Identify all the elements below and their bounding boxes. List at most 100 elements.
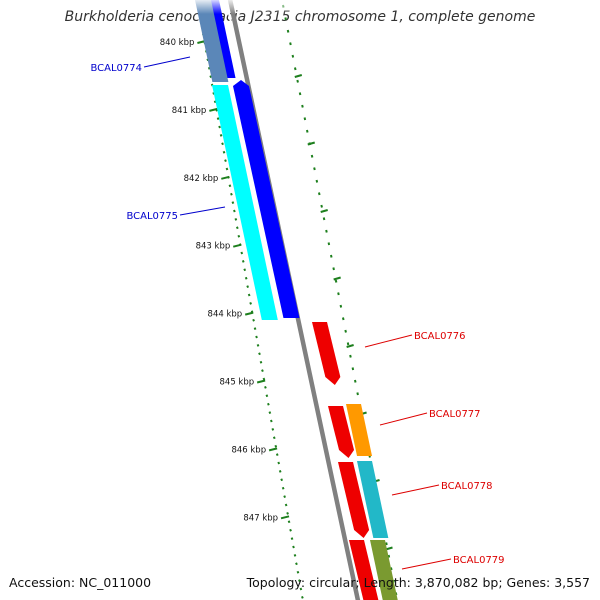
scale-dot-outer [339, 304, 343, 308]
scale-dot [281, 486, 285, 490]
scale-dot-outer [349, 354, 352, 358]
scale-dot [243, 268, 247, 272]
scale-dot [234, 218, 238, 221]
scale-dot [268, 411, 272, 414]
scale-dot-outer [387, 554, 391, 558]
scale-dot [271, 428, 275, 431]
outer-major-tick [333, 276, 341, 281]
scale-dot [218, 125, 221, 129]
major-tick [221, 175, 230, 180]
scale-dot [233, 209, 236, 213]
scale-dot-outer [356, 392, 359, 396]
scale-dot [237, 234, 241, 238]
scale-dot-outer [298, 92, 302, 96]
scale-dot-outer [344, 329, 347, 333]
scale-dot [207, 66, 211, 70]
scale-dot [272, 436, 276, 440]
major-tick [244, 311, 254, 316]
scale-dot [209, 75, 213, 78]
scale-dot-outer [313, 167, 316, 171]
scale-dot-outer [310, 154, 314, 158]
scale-dot [261, 369, 264, 372]
gene-label-BCAL0775: BCAL0775 [126, 211, 178, 222]
major-tick [280, 515, 290, 520]
scale-dot-outer [303, 117, 307, 121]
scale-dot-outer [289, 42, 292, 46]
scale-dot [235, 226, 239, 230]
scale-dot-outer [315, 179, 319, 183]
scale-dot-outer [385, 542, 388, 546]
leader-line [364, 334, 413, 348]
scale-dot-outer [301, 104, 304, 108]
scale-dot-outer [286, 29, 290, 33]
scale-dot [225, 167, 229, 171]
cog-BCAL0775 [212, 85, 278, 320]
scale-dot [287, 520, 291, 524]
scale-dot [253, 327, 257, 330]
scale-dot-outer [346, 342, 350, 346]
scale-dot-outer [293, 67, 297, 71]
scale-dot-outer [327, 242, 331, 246]
major-tick [256, 379, 266, 384]
outer-major-tick [307, 141, 316, 146]
scale-ticks-layer: 840 kbp 841 kbp 842 kbp 843 kbp 844 kbp 845 k… [160, 38, 290, 523]
scale-dot-outer [325, 229, 328, 233]
scale-dot [231, 201, 235, 204]
scale-dot [290, 537, 294, 540]
gene-labels-layer: BCAL0774 BCAL0775 BCAL0776 BCAL0777 BCAL0778… [90, 56, 505, 570]
scale-dot [262, 377, 266, 381]
outer-major-tick [320, 209, 328, 213]
leader-line [179, 206, 226, 216]
cog-BCAL0774 [195, 0, 229, 82]
scale-dot-outer [329, 254, 333, 258]
scale-dot-outer [389, 567, 393, 571]
major-tick [233, 243, 242, 248]
scale-dot [264, 386, 267, 389]
scale-dot [224, 159, 227, 162]
scale-dot-outer [284, 17, 287, 21]
scale-dot [244, 276, 248, 280]
accession-text: Accession: NC_011000 [9, 575, 152, 590]
scale-dot [246, 285, 250, 288]
scale-dot [292, 545, 295, 549]
gene-label-BCAL0776: BCAL0776 [414, 331, 466, 342]
tick-label: 846 kbp [231, 445, 266, 455]
cds-BCAL0775 [233, 80, 300, 318]
scale-dot-outer [322, 217, 326, 221]
scale-dot-outer [351, 367, 355, 371]
genome-stats-text: Topology: circular; Length: 3,870,082 bp… [246, 575, 590, 590]
top-fade [150, 0, 350, 14]
cds-BCAL0778 [338, 462, 370, 538]
scale-dot [213, 100, 217, 104]
tick-label: 845 kbp [220, 378, 255, 388]
tick-label: 847 kbp [243, 513, 278, 523]
gene-label-BCAL0779: BCAL0779 [453, 555, 505, 566]
scale-dot [259, 360, 263, 364]
major-tick [209, 107, 218, 112]
scale-dot [216, 117, 220, 120]
leader-line [379, 412, 428, 426]
scale-dot [255, 335, 258, 339]
outer-major-tick [294, 74, 303, 78]
major-tick [268, 447, 278, 452]
scale-dot [289, 528, 292, 532]
scale-dot [299, 587, 303, 591]
cds-BCAL0779 [349, 540, 379, 600]
tick-label: 844 kbp [208, 310, 243, 320]
scale-dot [301, 596, 304, 599]
scale-dot [230, 192, 233, 196]
scale-dot [221, 142, 224, 146]
cog-BCAL0779 [370, 540, 398, 600]
scale-dot [228, 184, 232, 188]
scale-dot [275, 453, 279, 456]
scale-dot-outer [337, 292, 340, 296]
scale-dot [247, 293, 251, 297]
scale-dot-outer [341, 317, 345, 321]
scale-dot [252, 318, 255, 322]
scale-dot-outer [317, 192, 321, 196]
scale-dot [249, 302, 252, 305]
scale-dot [265, 394, 269, 398]
scale-dot [296, 570, 300, 574]
tick-label: 843 kbp [196, 242, 231, 252]
